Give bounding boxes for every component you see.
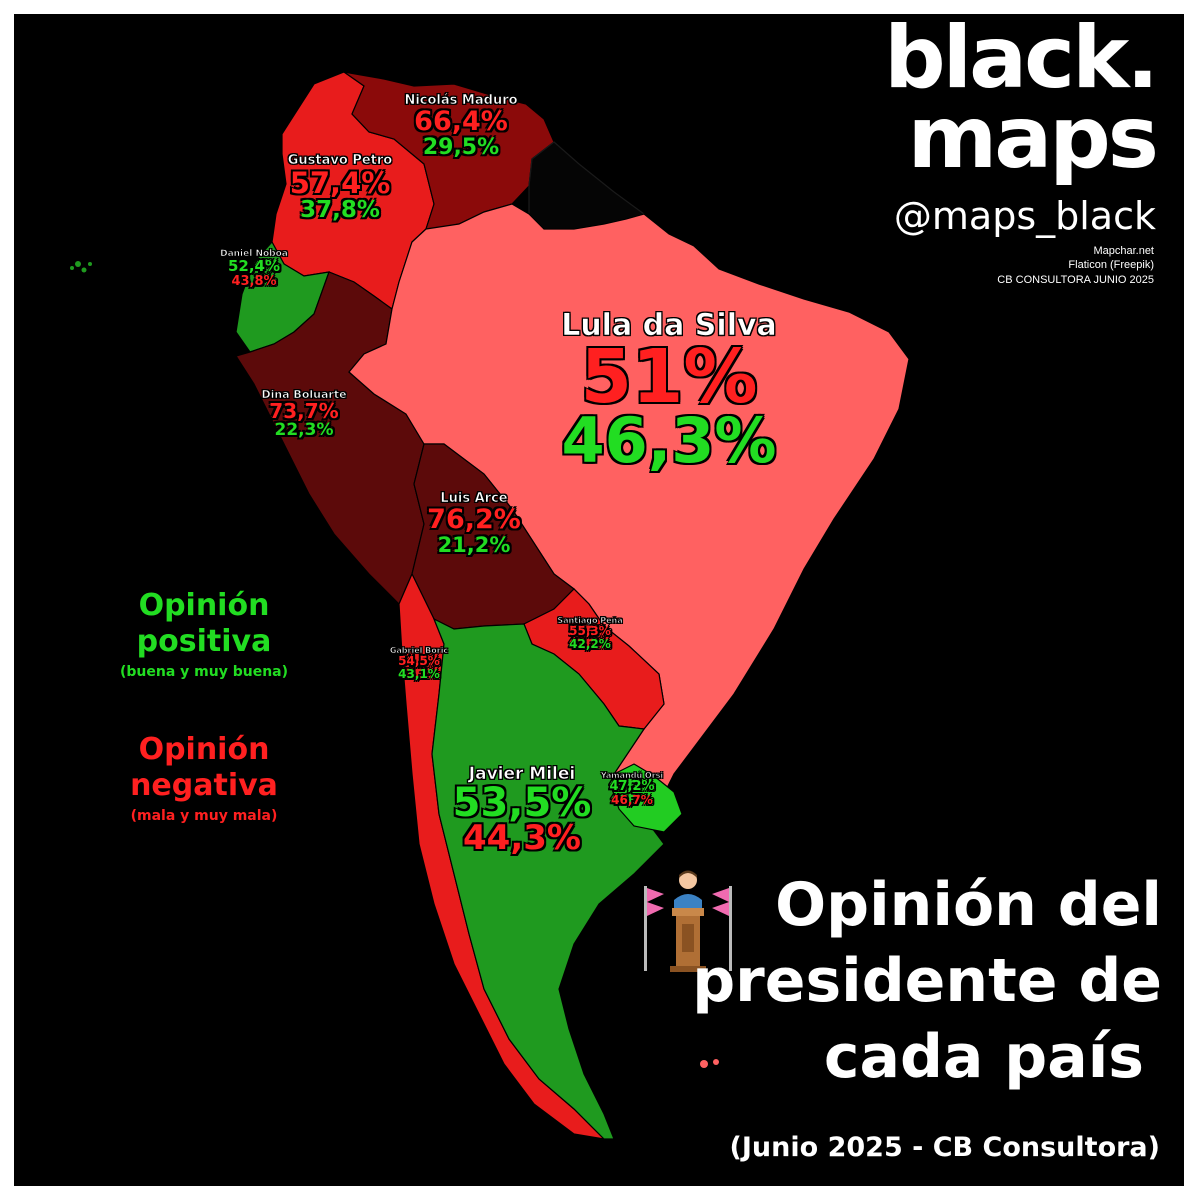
credit-flaticon: Flaticon (Freepik) <box>1068 259 1154 272</box>
president-name: Dina Boluarte <box>261 388 347 401</box>
legend-negative-subtitle: (mala y muy mala) <box>130 808 278 824</box>
falkland-islands <box>700 1059 719 1068</box>
negative-value: 46,7% <box>611 793 653 808</box>
positive-value: 43,1% <box>398 666 440 681</box>
map-frame: black. maps @maps_black Mapchar.net Flat… <box>14 14 1184 1186</box>
country-argentina <box>431 617 665 1140</box>
brand-logo-line1: black. <box>884 14 1159 108</box>
brand-handle: @maps_black <box>893 194 1156 238</box>
title-line-1: Opinión del <box>775 870 1162 940</box>
label-argentina: Javier Milei 53,5% 44,3% <box>452 764 592 858</box>
title-line-2: presidente de <box>692 946 1162 1016</box>
positive-value: 37,8% <box>300 197 380 224</box>
credit-mapchar: Mapchar.net <box>1093 245 1154 257</box>
president-name: Nicolás Maduro <box>404 93 518 108</box>
president-name: Javier Milei <box>468 764 576 784</box>
label-ecuador: Daniel Noboa 52,4% 43,8% <box>220 249 288 290</box>
negative-value: 43,8% <box>231 274 277 290</box>
legend-negative-title-1: Opinión <box>138 732 270 767</box>
legend-positive-title-1: Opinión <box>138 588 270 623</box>
positive-value: 53,5% <box>452 779 592 826</box>
positive-value: 42,2% <box>569 636 611 651</box>
president-name: Gabriel Boric <box>389 646 449 655</box>
label-peru: Dina Boluarte 73,7% 22,3% <box>261 388 347 440</box>
president-name: Gustavo Petro <box>287 153 393 168</box>
positive-value: 29,5% <box>422 134 500 160</box>
legend-positive-title-2: positiva <box>136 624 272 659</box>
credits: Mapchar.net Flaticon (Freepik) CB CONSUL… <box>997 244 1154 287</box>
south-america-map <box>70 71 910 1140</box>
galapagos-islands <box>70 261 92 273</box>
legend-positive: Opinión positiva (buena y muy buena) <box>74 588 334 680</box>
president-name: Yamandú Orsi <box>600 771 664 780</box>
label-brazil: Lula da Silva 51% 46,3% <box>561 308 777 477</box>
negative-value: 54,5% <box>398 654 440 669</box>
legend-negative-title-2: negativa <box>130 768 278 803</box>
legend-positive-subtitle: (buena y muy buena) <box>119 664 289 680</box>
president-name: Daniel Noboa <box>220 249 288 260</box>
title-subtitle: (Junio 2025 - CB Consultora) <box>729 1132 1160 1163</box>
label-paraguay: Santiago Peña 55,3% 42,2% <box>557 616 623 651</box>
president-name: Santiago Peña <box>557 616 623 625</box>
label-uruguay: Yamandú Orsi 47,2% 46,7% <box>600 771 664 808</box>
president-name: Lula da Silva <box>561 308 777 343</box>
negative-value: 57,4% <box>289 165 391 200</box>
positive-value: 52,4% <box>227 257 281 276</box>
country-guianas <box>528 141 646 230</box>
positive-value: 22,3% <box>274 419 334 440</box>
label-bolivia: Luis Arce 76,2% 21,2% <box>427 492 521 556</box>
label-venezuela: Nicolás Maduro 66,4% 29,5% <box>404 93 518 160</box>
country-uruguay <box>611 763 683 833</box>
credit-source: CB CONSULTORA JUNIO 2025 <box>997 273 1154 286</box>
negative-value: 51% <box>580 333 758 420</box>
brand-logo-line2: maps <box>907 88 1159 188</box>
positive-value: 47,2% <box>609 779 655 795</box>
president-name: Luis Arce <box>440 491 508 506</box>
legend-negative: Opinión negativa (mala y muy mala) <box>74 732 334 824</box>
negative-value: 55,3% <box>569 624 611 639</box>
negative-value: 73,7% <box>269 398 339 423</box>
label-colombia: Gustavo Petro 57,4% 37,8% <box>287 153 393 224</box>
label-chile: Gabriel Boric 54,5% 43,1% <box>389 646 449 681</box>
negative-value: 76,2% <box>427 503 521 535</box>
podium-icon <box>644 870 732 972</box>
negative-value: 44,3% <box>463 817 581 858</box>
title-line-3: cada país <box>823 1022 1144 1092</box>
positive-value: 21,2% <box>437 532 511 557</box>
positive-value: 46,3% <box>561 403 777 477</box>
negative-value: 66,4% <box>414 105 508 137</box>
